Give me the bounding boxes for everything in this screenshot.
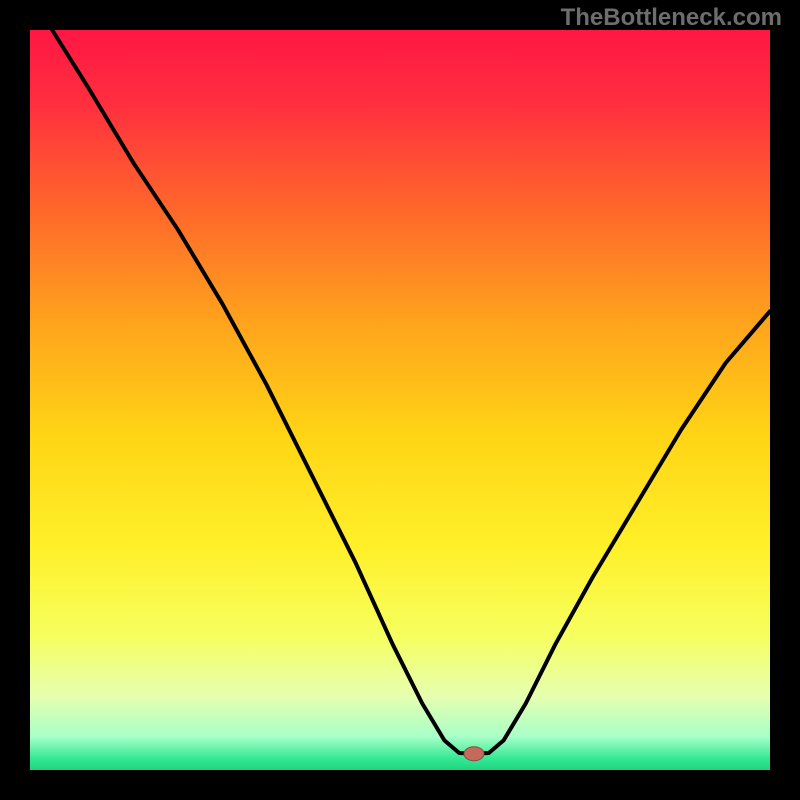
plot-area bbox=[30, 30, 770, 770]
chart-frame: TheBottleneck.com bbox=[0, 0, 800, 800]
plot-svg bbox=[30, 30, 770, 770]
watermark-text: TheBottleneck.com bbox=[561, 4, 782, 32]
min-marker bbox=[464, 747, 484, 761]
